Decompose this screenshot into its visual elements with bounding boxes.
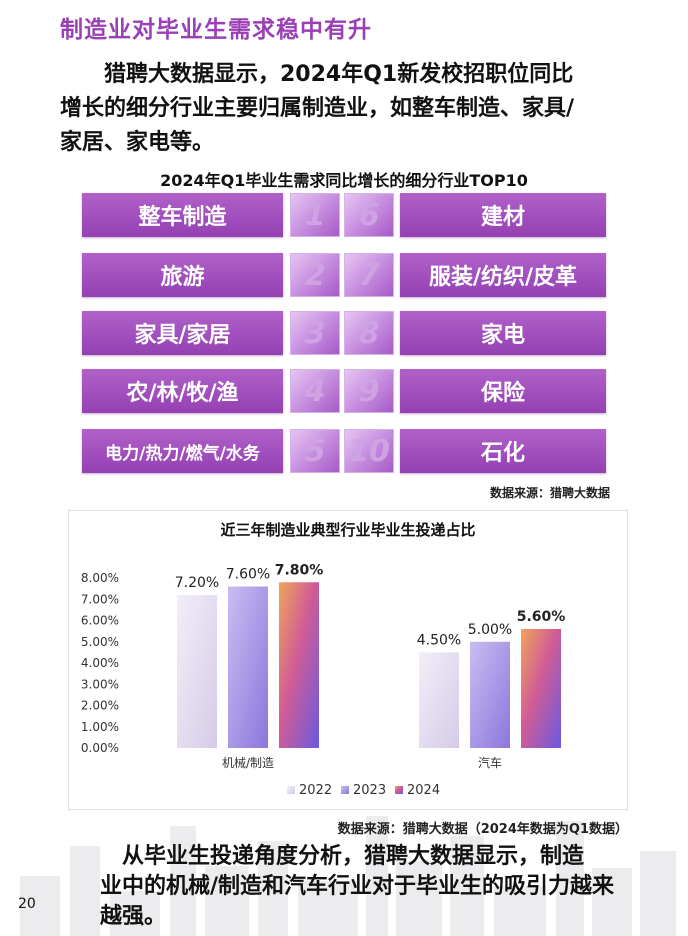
- bar-2024-auto: [521, 629, 561, 748]
- y-tick-label: 2.00%: [81, 699, 119, 713]
- y-tick-label: 1.00%: [81, 720, 119, 734]
- y-tick-label: 6.00%: [81, 614, 119, 628]
- industry-tile-1: 整车制造: [82, 193, 283, 237]
- top10-ranking-grid: 整车制造 1 6 建材 旅游 2 7 服装/纺织/皮革 家具/家居 3 8 家电…: [82, 193, 606, 483]
- industry-tile-8: 家电: [400, 311, 606, 355]
- rank-number-9: 9: [344, 369, 394, 413]
- industry-tile-9: 保险: [400, 369, 606, 413]
- rank-number-8: 8: [344, 311, 394, 355]
- chart-title: 近三年制造业典型行业毕业生投递占比: [220, 521, 475, 539]
- rank-number-5: 5: [290, 429, 340, 473]
- y-tick-label: 0.00%: [81, 741, 119, 755]
- data-label: 7.20%: [175, 575, 219, 591]
- rank-number-6: 6: [344, 193, 394, 237]
- page-heading: 制造业对毕业生需求稳中有升: [60, 17, 372, 43]
- intro-paragraph: 猎聘大数据显示，2024年Q1新发校招职位同比 增长的细分行业主要归属制造业，如…: [60, 58, 660, 160]
- intro-line: 家居、家电等。: [60, 130, 215, 155]
- top10-title: 2024年Q1毕业生需求同比增长的细分行业TOP10: [160, 171, 528, 190]
- intro-line: 增长的细分行业主要归属制造业，如整车制造、家具/: [60, 96, 575, 121]
- chart-panel: 近三年制造业典型行业毕业生投递占比 0.00% 1.00% 2.00% 3.00% 4.…: [68, 510, 628, 810]
- industry-tile-2: 旅游: [82, 253, 283, 297]
- y-tick-label: 5.00%: [81, 635, 119, 649]
- legend-label-2023: 2023: [353, 783, 386, 798]
- category-label: 汽车: [478, 755, 502, 770]
- rank-number-7: 7: [344, 253, 394, 297]
- outro-line: 业中的机械/制造和汽车行业对于毕业生的吸引力越来: [100, 874, 615, 899]
- data-label: 7.80%: [275, 562, 324, 578]
- legend-label-2022: 2022: [299, 783, 332, 798]
- industry-tile-5: 电力/热力/燃气/水务: [82, 429, 283, 473]
- rank-number-3: 3: [290, 311, 340, 355]
- industry-tile-6: 建材: [400, 193, 606, 237]
- bar-2024-machinery: [279, 582, 319, 748]
- category-label: 机械/制造: [222, 755, 274, 770]
- industry-tile-4: 农/林/牧/渔: [82, 369, 283, 413]
- y-tick-label: 7.00%: [81, 592, 119, 606]
- legend-swatch-2023: [341, 786, 349, 794]
- data-label: 4.50%: [417, 632, 461, 648]
- bar-chart: 近三年制造业典型行业毕业生投递占比 0.00% 1.00% 2.00% 3.00% 4.…: [81, 521, 566, 798]
- bar-2022-auto: [419, 652, 459, 748]
- rank-number-1: 1: [290, 193, 340, 237]
- legend-swatch-2022: [287, 786, 295, 794]
- data-label: 5.60%: [517, 609, 566, 625]
- y-tick-label: 8.00%: [81, 571, 119, 585]
- data-label: 5.00%: [468, 622, 512, 638]
- page-number: 20: [18, 896, 36, 912]
- rank-number-10: 10: [344, 429, 394, 473]
- data-label: 7.60%: [226, 567, 270, 583]
- y-tick-label: 3.00%: [81, 677, 119, 691]
- outro-line: 从毕业生投递角度分析，猎聘大数据显示，制造: [122, 844, 585, 869]
- intro-line: 猎聘大数据显示，2024年Q1新发校招职位同比: [104, 62, 574, 87]
- legend-label-2024: 2024: [407, 783, 440, 798]
- rank-number-4: 4: [290, 369, 340, 413]
- industry-tile-10: 石化: [400, 429, 606, 473]
- outro-line: 越强。: [100, 904, 167, 929]
- rank-number-2: 2: [290, 253, 340, 297]
- bar-2023-machinery: [228, 586, 268, 748]
- industry-tile-3: 家具/家居: [82, 311, 283, 355]
- legend-swatch-2024: [395, 786, 403, 794]
- bar-2022-machinery: [177, 595, 217, 748]
- industry-tile-7: 服装/纺织/皮革: [400, 253, 606, 297]
- outro-paragraph: 从毕业生投递角度分析，猎聘大数据显示，制造 业中的机械/制造和汽车行业对于毕业生…: [100, 842, 660, 932]
- y-tick-label: 4.00%: [81, 656, 119, 670]
- top10-source: 数据来源：猎聘大数据: [489, 486, 610, 500]
- chart-source: 数据来源：猎聘大数据（2024年数据为Q1数据）: [337, 822, 628, 837]
- bar-2023-auto: [470, 641, 510, 748]
